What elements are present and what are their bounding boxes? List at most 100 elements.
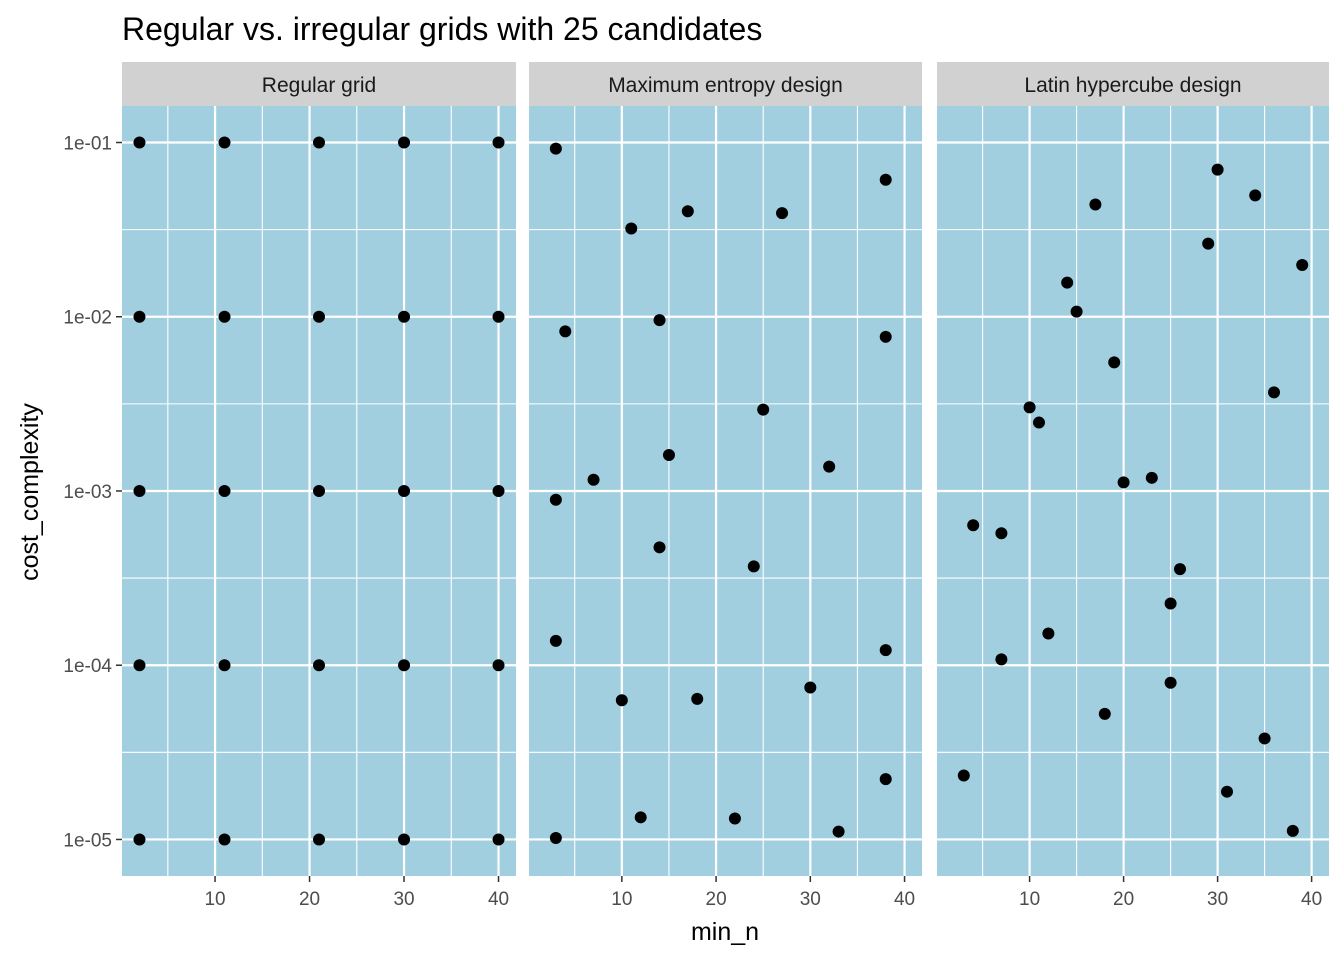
facet-strip [529,62,922,106]
data-point [625,222,638,235]
data-point [1089,198,1102,211]
data-point [691,692,704,705]
x-tick-label: 10 [1019,889,1040,910]
data-point [1032,416,1045,429]
data-point [492,659,505,672]
data-point [549,831,562,844]
data-point [1296,259,1309,272]
data-point [1286,824,1299,837]
data-point [879,644,892,657]
data-point [879,773,892,786]
data-point [1145,471,1158,484]
data-point [313,484,325,497]
data-point [218,833,231,846]
data-point [218,659,231,672]
x-tick-label: 20 [706,889,727,910]
data-point [133,833,146,846]
data-point [823,460,836,473]
data-point [398,484,411,497]
data-point [218,484,231,497]
data-point [1042,627,1055,640]
y-axis: 1e-05 1e-04 1e-03 1e-02 1e-01 [63,134,122,851]
x-tick-label: 20 [1113,889,1134,910]
y-tick-label: 1e-01 [63,134,112,155]
data-point [804,681,817,694]
data-point [549,142,562,155]
data-point [995,527,1008,540]
x-tick-label: 10 [204,889,225,910]
data-point [728,812,741,825]
data-point [1202,237,1215,250]
data-point [313,833,325,846]
x-tick-label: 30 [393,889,414,910]
x-tick-label: 40 [1301,889,1322,910]
data-point [967,519,980,532]
x-tick-label: 10 [611,889,632,910]
y-tick-label: 1e-04 [63,656,112,677]
data-point [218,310,231,323]
data-point [549,493,562,506]
data-point [1061,276,1074,289]
data-point [1211,163,1224,176]
y-axis-title: cost_complexity [16,403,44,581]
data-point [957,769,970,782]
facet-strip-label: Regular grid [262,74,376,97]
data-point [634,811,647,824]
data-point [1164,676,1177,689]
facet-strip-label: Maximum entropy design [608,74,843,97]
x-tick-label: 40 [894,889,915,910]
data-point [653,314,666,327]
data-point [398,833,411,846]
x-tick-label: 30 [800,889,821,910]
x-tick-label: 30 [1207,889,1228,910]
data-point [615,694,628,707]
data-point [133,484,146,497]
data-point [492,484,505,497]
data-point [662,448,675,461]
data-point [747,560,760,573]
facet-strip [937,62,1329,106]
data-point [313,310,325,323]
y-tick-label: 1e-03 [63,482,112,503]
facet-strip [122,62,516,106]
data-point [218,136,231,149]
x-tick-label: 20 [299,889,320,910]
data-point [1268,386,1281,399]
facet-strip-label: Latin hypercube design [1024,74,1241,97]
data-point [995,653,1008,666]
data-point [879,173,892,186]
facet-panel-1: Regular grid 10 20 30 40 [122,62,516,910]
facet-panel-3: Latin hypercube design 10 20 30 40 [937,62,1329,910]
data-point [1023,401,1036,414]
data-point [776,207,789,220]
data-point [133,136,146,149]
data-point [313,136,325,149]
y-tick-label: 1e-05 [63,830,112,851]
data-point [492,833,505,846]
data-point [133,310,146,323]
data-point [1117,476,1130,489]
data-point [1174,563,1187,576]
data-point [492,310,505,323]
data-point [832,825,845,838]
x-tick-label: 40 [488,889,509,910]
data-point [1221,785,1234,798]
facet-panel-2: Maximum entropy design 10 20 30 40 [529,62,922,910]
data-point [1258,732,1271,745]
data-point [1108,356,1121,369]
data-point [681,205,694,218]
data-point [492,136,505,149]
data-point [1070,305,1083,318]
x-axis-title: min_n [691,918,759,946]
data-point [549,634,562,647]
data-point [1249,189,1262,202]
y-tick-label: 1e-02 [63,308,112,329]
data-point [587,473,600,486]
data-point [398,136,411,149]
data-point [757,403,770,416]
data-point [133,659,146,672]
data-point [653,541,666,554]
data-point [559,325,572,338]
